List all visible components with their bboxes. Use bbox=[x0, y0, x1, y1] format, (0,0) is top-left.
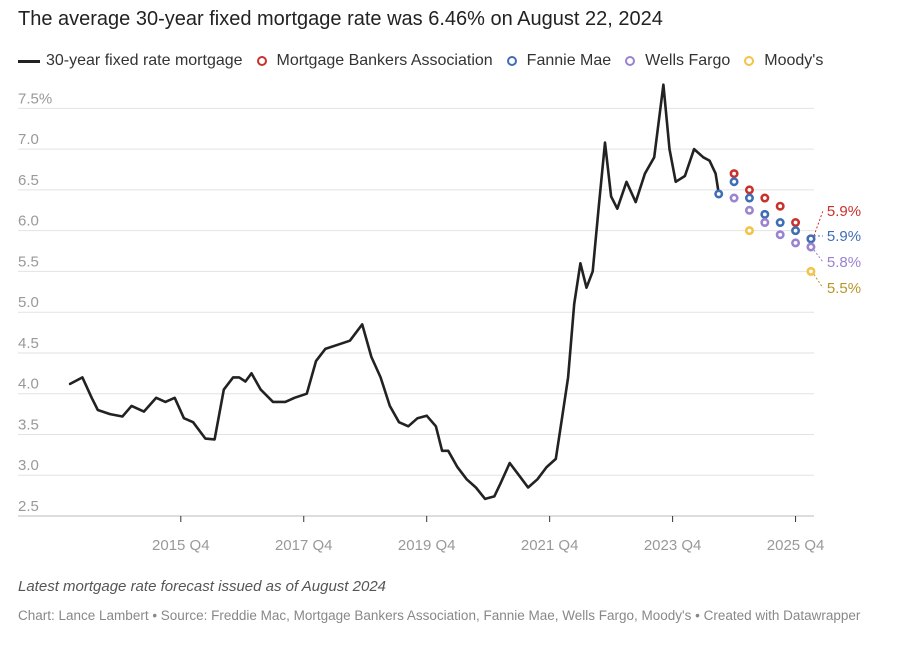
mba-forecast-point bbox=[729, 169, 739, 179]
legend-ring-swatch bbox=[625, 56, 636, 66]
legend-label: Moody's bbox=[764, 52, 824, 69]
legend-ring-swatch bbox=[744, 56, 755, 66]
y-tick-label: 7.0 bbox=[18, 131, 39, 148]
fannie-mae-forecast-point bbox=[744, 193, 754, 203]
wells-fargo-forecast-point bbox=[791, 238, 801, 248]
legend-label: Mortgage Bankers Association bbox=[276, 52, 493, 69]
wells-fargo-forecast-point bbox=[806, 242, 816, 252]
y-tick-label: 2.5 bbox=[18, 498, 39, 515]
x-tick-label: 2021 Q4 bbox=[521, 537, 579, 554]
x-tick-label: 2015 Q4 bbox=[152, 537, 210, 554]
end-value-label: 5.9% bbox=[827, 203, 861, 220]
y-tick-label: 7.5% bbox=[18, 90, 52, 107]
end-label-leader bbox=[813, 210, 824, 236]
end-label-leader bbox=[813, 274, 824, 289]
y-tick-label: 3.5 bbox=[18, 416, 39, 433]
chart-title: The average 30-year fixed mortgage rate … bbox=[18, 8, 663, 30]
y-tick-label: 5.0 bbox=[18, 294, 39, 311]
legend-line-swatch bbox=[18, 59, 40, 63]
y-tick-label: 4.5 bbox=[18, 335, 39, 352]
x-tick-label: 2025 Q4 bbox=[767, 537, 825, 554]
legend-label: Fannie Mae bbox=[526, 52, 612, 69]
legend-label: Wells Fargo bbox=[645, 52, 731, 69]
source-credit: Chart: Lance Lambert • Source: Freddie M… bbox=[18, 608, 861, 623]
forecast-note: Latest mortgage rate forecast issued as … bbox=[18, 578, 386, 595]
y-tick-label: 5.5 bbox=[18, 253, 39, 270]
moodys-forecast-point bbox=[744, 226, 754, 236]
wells-fargo-forecast-point bbox=[775, 230, 785, 240]
moodys-forecast-point bbox=[806, 266, 816, 276]
legend-item-mortgage-bankers-association: Mortgage Bankers Association bbox=[256, 52, 493, 70]
legend-ring-swatch bbox=[506, 56, 517, 66]
x-tick-label: 2017 Q4 bbox=[275, 537, 333, 554]
wells-fargo-forecast-point bbox=[760, 218, 770, 228]
wells-fargo-forecast-point bbox=[729, 193, 739, 203]
mba-forecast-point bbox=[744, 185, 754, 195]
y-tick-label: 4.0 bbox=[18, 376, 39, 393]
fannie-mae-forecast-point bbox=[760, 209, 770, 219]
x-tick-label: 2023 Q4 bbox=[644, 537, 702, 554]
end-value-label: 5.5% bbox=[827, 280, 861, 297]
end-value-label: 5.8% bbox=[827, 254, 861, 271]
fannie-mae-forecast-point bbox=[729, 177, 739, 187]
legend-item-wells-fargo: Wells Fargo bbox=[625, 52, 730, 70]
y-tick-label: 6.5 bbox=[18, 172, 39, 189]
legend-item-fannie-mae: Fannie Mae bbox=[506, 52, 612, 70]
series-line-30-year-fixed bbox=[68, 83, 720, 501]
fannie-mae-forecast-point bbox=[775, 218, 785, 228]
fannie-mae-forecast-point bbox=[806, 234, 816, 244]
legend-ring-swatch bbox=[256, 56, 267, 66]
mba-forecast-point bbox=[791, 218, 801, 228]
wells-fargo-forecast-point bbox=[744, 205, 754, 215]
legend: 30-year fixed rate mortgage Mortgage Bank… bbox=[18, 50, 837, 72]
legend-item-moody-s: Moody's bbox=[744, 52, 823, 70]
y-tick-label: 6.0 bbox=[18, 213, 39, 230]
legend-label: 30-year fixed rate mortgage bbox=[46, 52, 243, 69]
legend-item-30-year-fixed-rate-mortgage: 30-year fixed rate mortgage bbox=[18, 52, 243, 70]
end-label-leader bbox=[813, 249, 824, 263]
mba-forecast-point bbox=[775, 201, 785, 211]
fannie-mae-forecast-point bbox=[714, 189, 724, 199]
line-chart: 2.5 3.0 3.5 4.0 4.5 5.0 5.5 6.0 6.5 7.0 7.5% 2015 Q… bbox=[18, 83, 861, 554]
x-tick-label: 2019 Q4 bbox=[398, 537, 456, 554]
mba-forecast-point bbox=[760, 193, 770, 203]
y-tick-label: 3.0 bbox=[18, 457, 39, 474]
fannie-mae-forecast-point bbox=[791, 226, 801, 236]
end-value-label: 5.9% bbox=[827, 228, 861, 245]
